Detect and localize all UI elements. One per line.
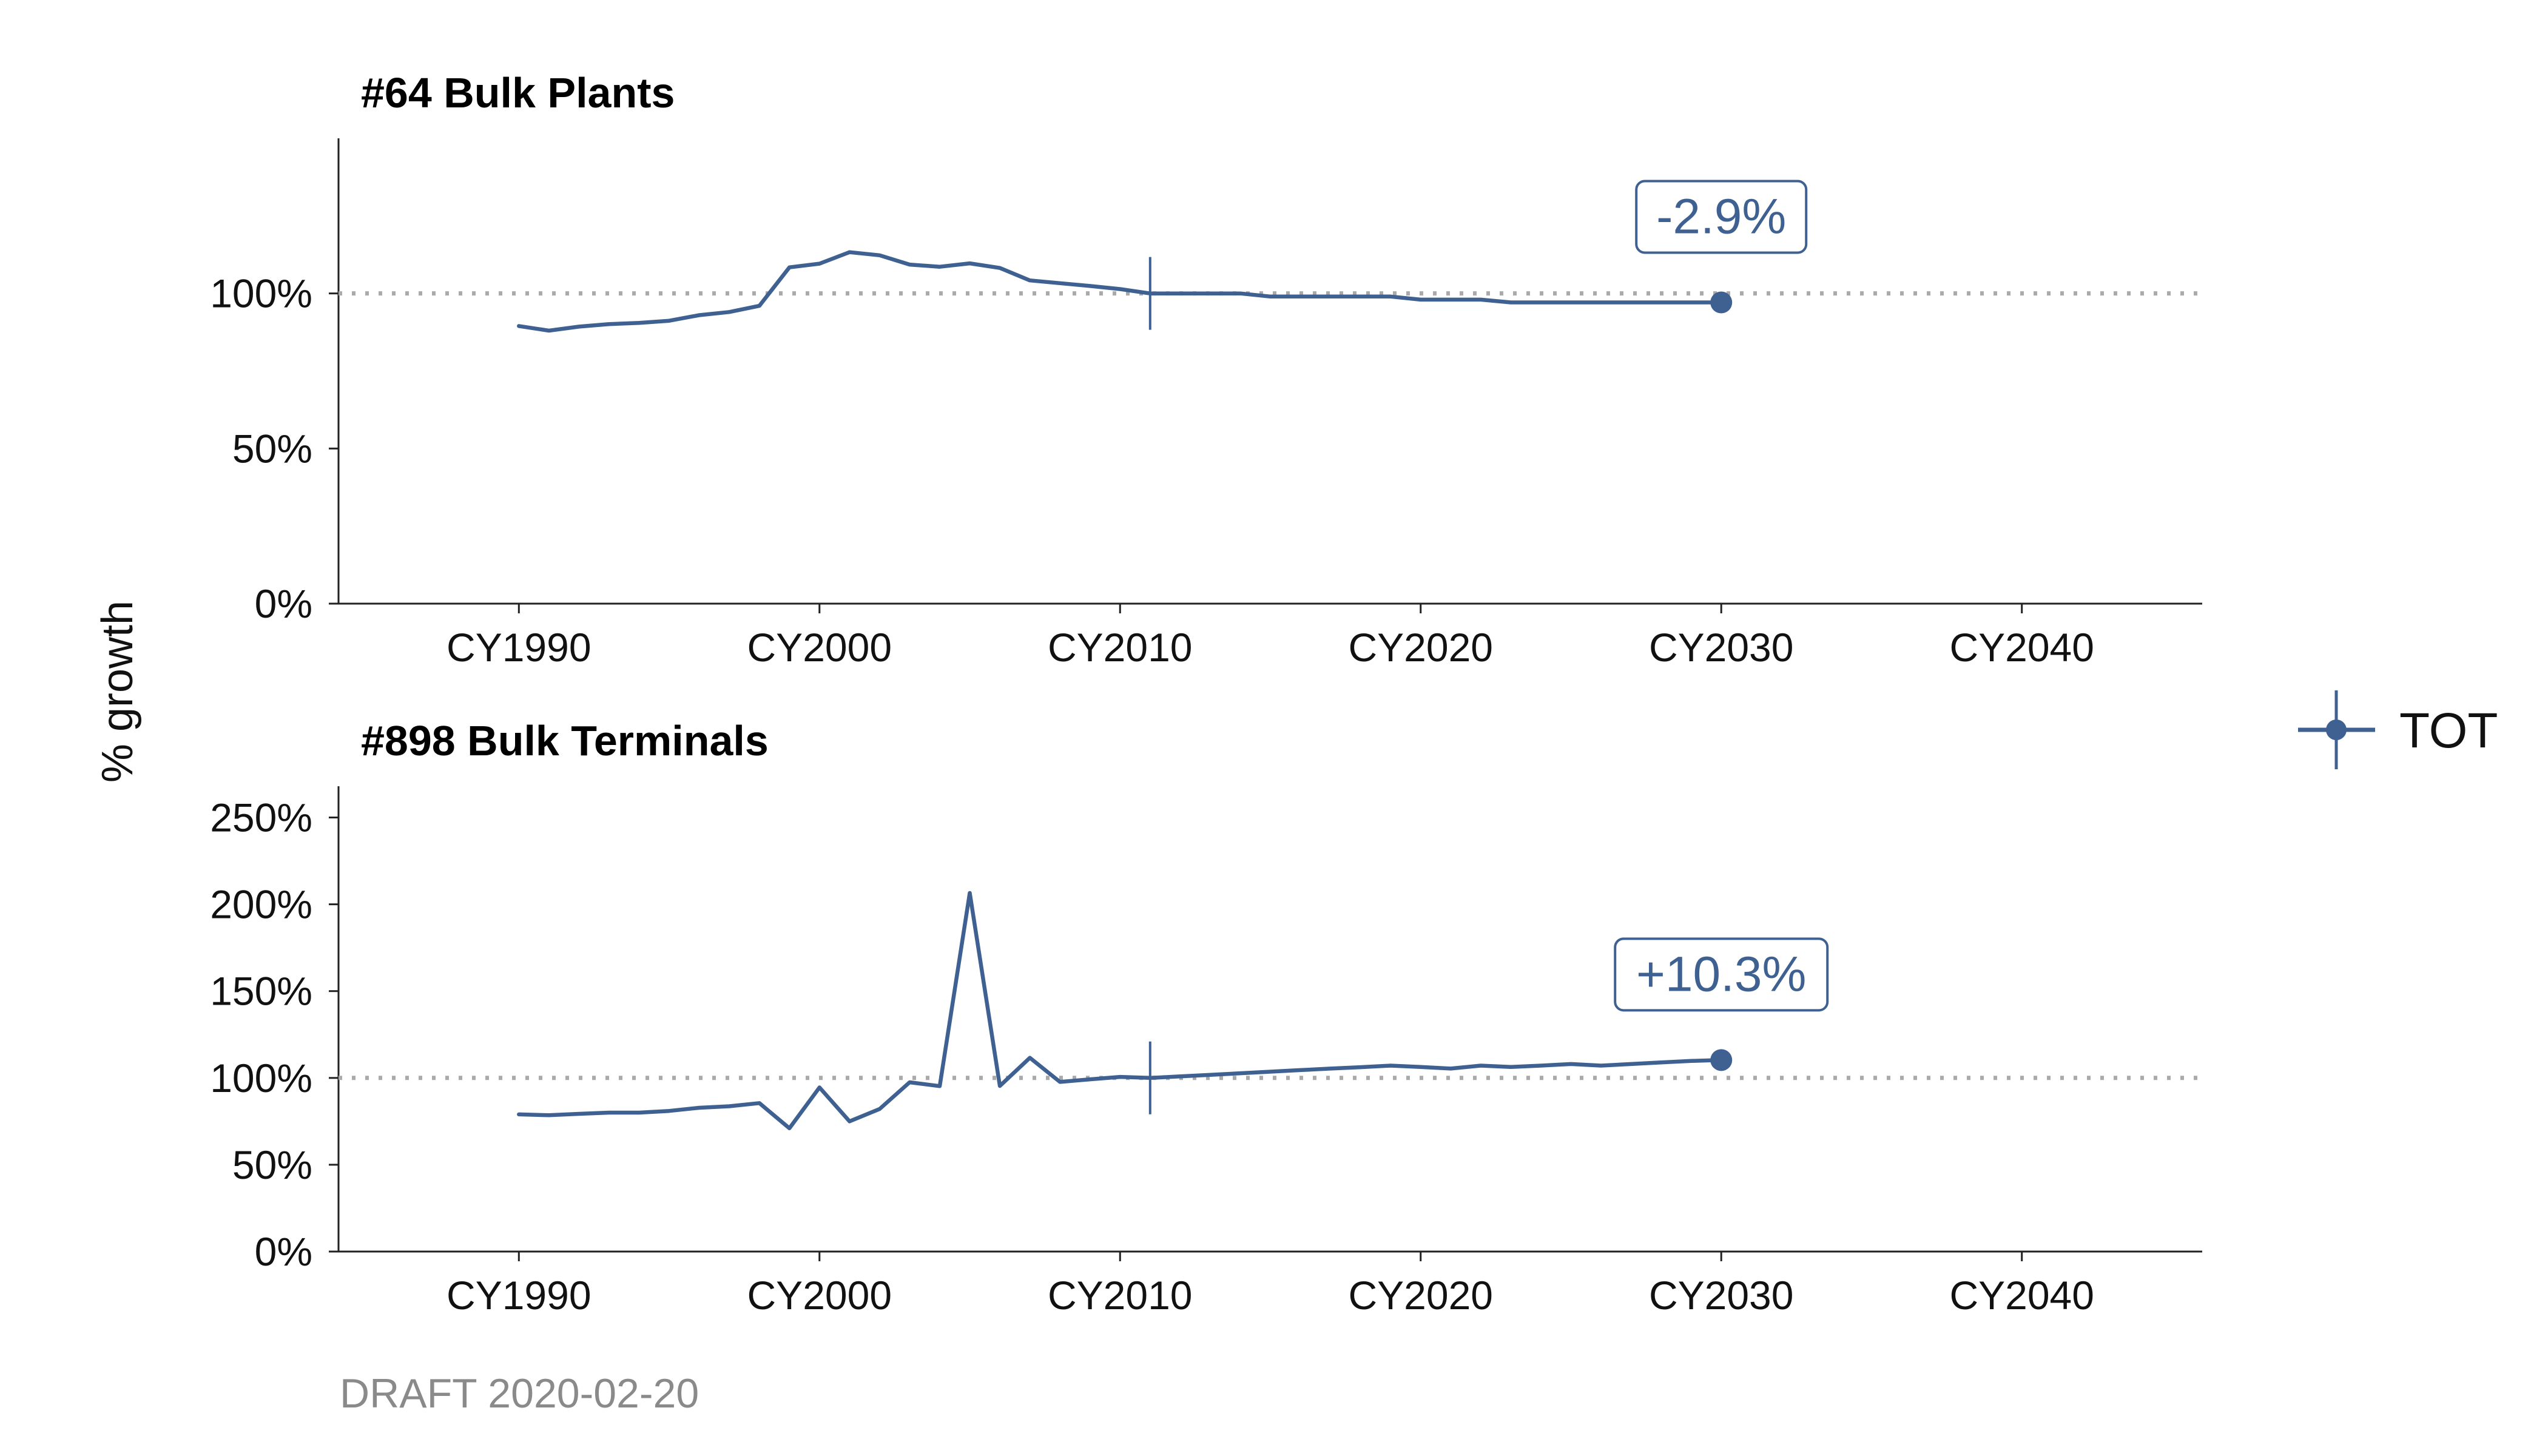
draft-caption: DRAFT 2020-02-20 xyxy=(340,1370,699,1417)
y-tick-label: 50% xyxy=(232,426,312,471)
panel-title: #898 Bulk Terminals xyxy=(361,717,769,764)
x-tick-label: CY2010 xyxy=(1048,1273,1193,1318)
x-tick-label: CY2010 xyxy=(1048,625,1193,670)
panel-bulk-plants: #64 Bulk Plants 0% 50% 100% CY1990 CY2000 CY20… xyxy=(210,69,2202,670)
legend-point-icon xyxy=(2326,720,2347,740)
annotation-label: -2.9% xyxy=(1656,189,1786,244)
legend-label: TOT xyxy=(2399,703,2498,758)
end-point xyxy=(1710,291,1733,314)
panel-title: #64 Bulk Plants xyxy=(361,69,675,116)
x-tick-label: CY2000 xyxy=(747,1273,892,1318)
series-line-tot xyxy=(517,891,1724,1131)
x-tick-label: CY1990 xyxy=(447,1273,592,1318)
x-tick-label: CY2030 xyxy=(1649,1273,1794,1318)
y-tick-label: 100% xyxy=(210,271,312,316)
x-tick-label: CY2040 xyxy=(1949,1273,2094,1318)
x-tick-label: CY2020 xyxy=(1348,625,1493,670)
y-tick-label: 250% xyxy=(210,795,312,840)
y-tick-label: 200% xyxy=(210,882,312,927)
y-tick-label: 50% xyxy=(232,1142,312,1187)
x-tick-label: CY2040 xyxy=(1949,625,2094,670)
legend: TOT xyxy=(2298,690,2498,769)
y-tick-label: 0% xyxy=(255,581,312,626)
x-tick-label: CY2020 xyxy=(1348,1273,1493,1318)
y-tick-label: 150% xyxy=(210,969,312,1014)
y-tick-label: 100% xyxy=(210,1056,312,1100)
y-axis-label: % growth xyxy=(93,601,142,783)
annotation-box xyxy=(1614,937,1829,1012)
annotation-label: +10.3% xyxy=(1636,946,1806,1002)
panel-bulk-terminals: #898 Bulk Terminals 0% 50% 100% 150% 200% 250%… xyxy=(210,717,2202,1318)
end-point xyxy=(1710,1049,1733,1071)
x-tick-label: CY2000 xyxy=(747,625,892,670)
annotation-box xyxy=(1635,180,1808,254)
x-tick-label: CY1990 xyxy=(447,625,592,670)
y-tick-label: 0% xyxy=(255,1229,312,1274)
series-line-tot xyxy=(517,250,1724,333)
x-tick-label: CY2030 xyxy=(1649,625,1794,670)
